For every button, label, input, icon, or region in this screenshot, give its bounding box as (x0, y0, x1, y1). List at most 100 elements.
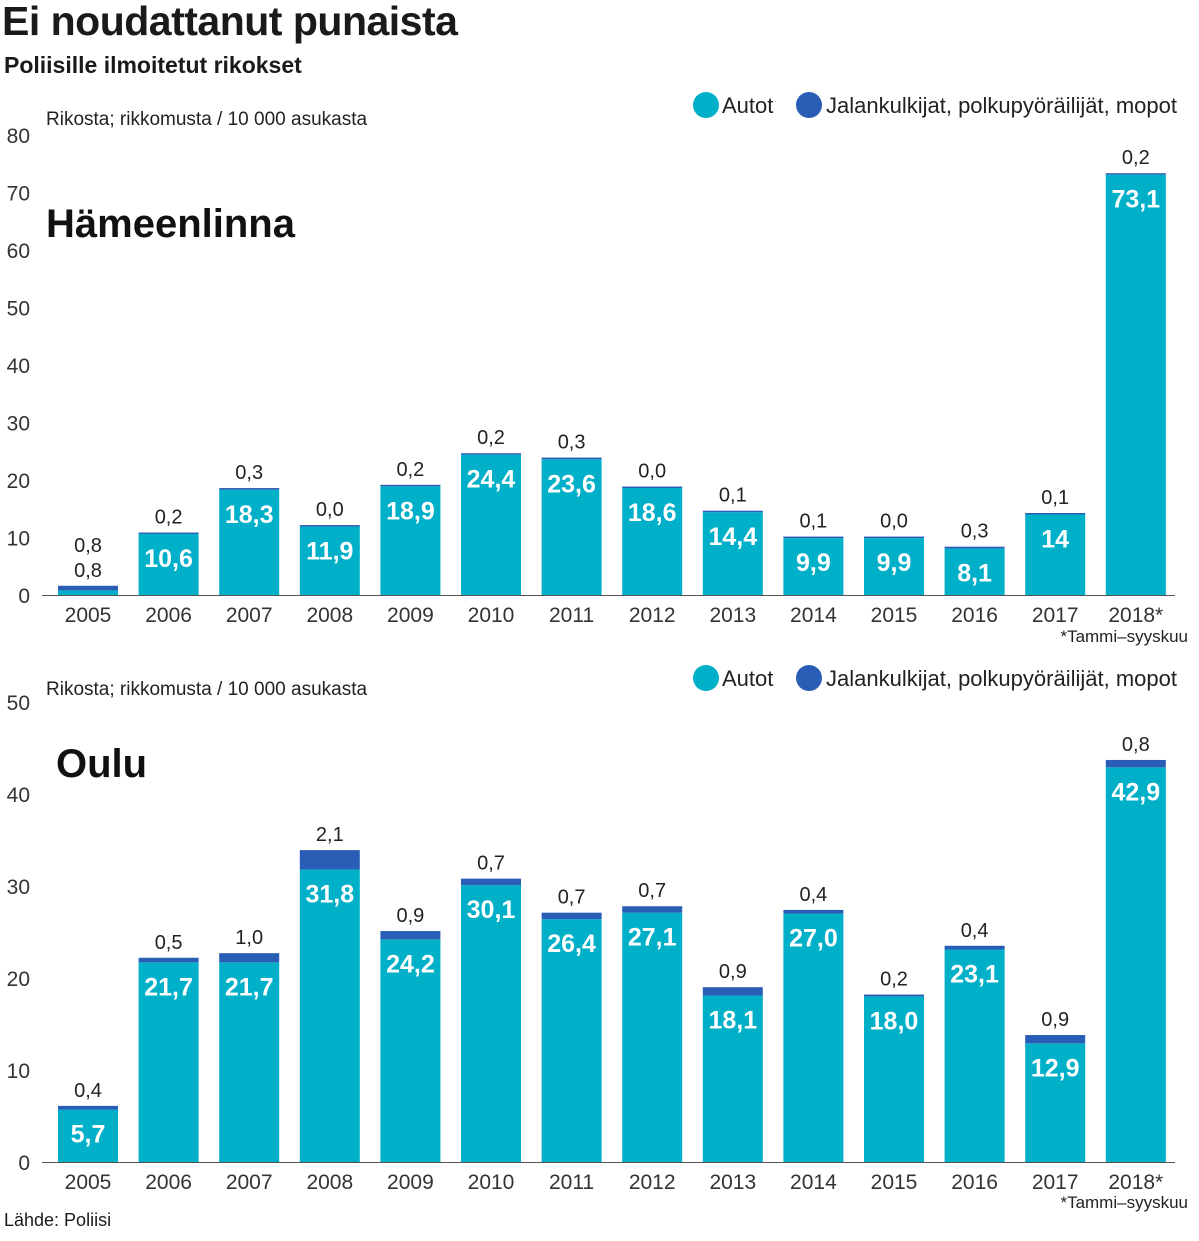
bar-jalankulkijat (622, 486, 683, 489)
x-tick-label: 2006 (145, 604, 192, 627)
value-label-jalankulkijat: 0,2 (477, 427, 505, 449)
value-label-jalankulkijat: 0,1 (719, 485, 747, 507)
y-axis-label: Rikosta; rikkomusta / 10 000 asukasta (46, 109, 367, 130)
value-label-autot: 31,8 (305, 880, 354, 908)
value-label-autot: 8,1 (957, 559, 992, 587)
y-tick-label: 40 (7, 355, 30, 378)
y-tick-label: 60 (7, 240, 30, 263)
bar-autot (1025, 1043, 1086, 1162)
y-tick-label: 70 (7, 183, 30, 206)
page-subtitle: Poliisille ilmoitetut rikokset (4, 52, 302, 78)
bar-jalankulkijat (702, 987, 763, 996)
bar-jalankulkijat (864, 994, 924, 997)
value-label-jalankulkijat: 0,9 (719, 961, 747, 983)
x-tick-label: 2008 (306, 1171, 353, 1194)
x-tick-label: 2009 (387, 1171, 434, 1194)
x-tick-label: 2007 (226, 1171, 273, 1194)
value-label-jalankulkijat: 0,2 (1122, 147, 1150, 169)
value-label-jalankulkijat: 0,0 (638, 461, 666, 483)
x-tick-label: 2010 (468, 604, 515, 627)
bar-autot (864, 996, 924, 1162)
value-label-jalankulkijat: 0,2 (155, 507, 183, 529)
bar-jalankulkijat (380, 484, 441, 487)
bar-autot (58, 590, 118, 595)
y-tick-label: 80 (7, 125, 30, 148)
value-label-autot: 9,9 (796, 549, 831, 577)
x-tick-label: 2006 (145, 1171, 192, 1194)
value-label-autot: 27,1 (628, 924, 677, 952)
value-label-autot: 18,1 (708, 1006, 757, 1034)
x-tick-label: 2014 (790, 604, 837, 627)
x-tick-label: 2012 (629, 604, 676, 627)
value-label-autot: 9,9 (877, 549, 912, 577)
chart-oulu: 0 10 20 30 40 50 Rikosta; rikkomusta / 10 000 … (7, 665, 1188, 1212)
y-tick-label: 10 (7, 528, 30, 551)
x-tick-label: 2005 (65, 1171, 112, 1194)
value-label-jalankulkijat: 0,7 (477, 853, 505, 875)
value-label-jalankulkijat: 0,3 (235, 462, 263, 484)
value-label-jalankulkijat: 1,0 (235, 927, 263, 949)
y-tick-label: 10 (7, 1060, 30, 1083)
x-tick-label: 2016 (951, 1171, 998, 1194)
legend-label-autot: Autot (722, 93, 773, 118)
x-tick-label: 2012 (629, 1171, 676, 1194)
value-label-jalankulkijat: 0,9 (396, 905, 424, 927)
bar-jalankulkijat (944, 945, 1005, 950)
x-tick-label: 2015 (871, 604, 918, 627)
x-tick-label: 2014 (790, 1171, 837, 1194)
bar-jalankulkijat (702, 510, 763, 513)
bar-jalankulkijat (622, 906, 683, 913)
bar-jalankulkijat (138, 957, 199, 963)
y-tick-label: 20 (7, 968, 30, 991)
value-label-autot: 24,2 (386, 950, 435, 978)
bar-autot (1025, 514, 1086, 595)
bar-autot (299, 526, 360, 595)
legend-label-jalankulkijat: Jalankulkijat, polkupyöräilijät, mopot (826, 93, 1177, 118)
x-tick-label: 2008 (306, 604, 353, 627)
x-tick-label: 2018* (1108, 604, 1163, 627)
value-label-autot: 14 (1041, 526, 1069, 554)
value-label-autot: 0,8 (74, 560, 102, 582)
value-label-jalankulkijat: 0,3 (558, 432, 586, 454)
value-label-autot: 18,3 (225, 501, 274, 529)
footnote: *Tammi–syyskuu (1060, 1193, 1188, 1212)
bar-autot (783, 913, 844, 1162)
bar-jalankulkijat (299, 525, 360, 527)
value-label-jalankulkijat: 2,1 (316, 824, 344, 846)
y-tick-label: 40 (7, 784, 30, 807)
bar-autot (944, 949, 1005, 1162)
legend-swatch-jalankulkijat (796, 665, 822, 691)
value-label-jalankulkijat: 0,2 (396, 459, 424, 481)
x-tick-label: 2007 (226, 604, 273, 627)
x-tick-label: 2011 (549, 1171, 594, 1194)
value-label-autot: 14,4 (708, 523, 757, 551)
x-tick-label: 2011 (549, 604, 594, 627)
bar-autot (138, 534, 199, 595)
value-label-jalankulkijat: 0,4 (74, 1080, 102, 1102)
value-label-autot: 23,1 (950, 960, 999, 988)
bar-jalankulkijat (380, 931, 441, 940)
value-label-jalankulkijat: 0,5 (155, 932, 183, 954)
value-label-jalankulkijat: 0,8 (74, 535, 102, 557)
bar-autot (1105, 174, 1166, 596)
bar-autot (138, 962, 199, 1162)
x-tick-label: 2018* (1108, 1171, 1163, 1194)
value-label-jalankulkijat: 0,8 (1122, 734, 1150, 756)
x-tick-label: 2009 (387, 604, 434, 627)
legend-label-autot: Autot (722, 666, 773, 691)
source-note: Lähde: Poliisi (4, 1210, 112, 1230)
x-tick-label: 2013 (709, 1171, 756, 1194)
value-label-autot: 5,7 (71, 1121, 106, 1149)
legend-swatch-jalankulkijat (796, 92, 822, 118)
bar-autot (622, 488, 683, 595)
bar-jalankulkijat (783, 909, 844, 914)
value-label-jalankulkijat: 0,1 (799, 511, 827, 533)
value-label-jalankulkijat: 0,4 (799, 884, 827, 906)
bar-jalankulkijat (541, 912, 602, 920)
value-label-jalankulkijat: 0,7 (558, 887, 586, 909)
bar-jalankulkijat (1025, 1035, 1086, 1044)
bar-autot (864, 538, 924, 595)
bar-autot (783, 538, 844, 595)
bar-autot (461, 454, 521, 595)
bar-jalankulkijat (461, 453, 521, 455)
